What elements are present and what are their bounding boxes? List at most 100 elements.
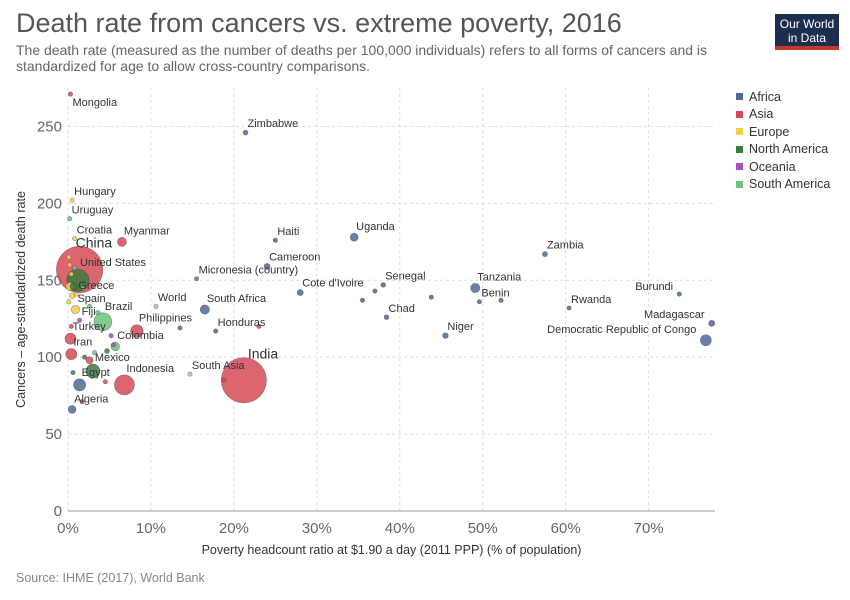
data-point-unlabeled — [66, 254, 72, 260]
legend-item-europe[interactable]: Europe — [736, 123, 830, 141]
legend-swatch — [736, 128, 743, 136]
data-point-unlabeled — [428, 294, 434, 300]
data-point-unlabeled — [79, 399, 85, 405]
data-point-turkey — [64, 332, 77, 345]
point-label: Zambia — [547, 240, 585, 252]
point-label: Indonesia — [126, 363, 175, 375]
legend-item-south-america[interactable]: South America — [736, 176, 830, 194]
point-label: Turkey — [72, 321, 106, 333]
data-point-burundi — [676, 291, 682, 297]
point-label: Iran — [73, 337, 92, 349]
legend-swatch — [736, 180, 743, 188]
point-label: Democratic Republic of Congo — [547, 324, 696, 336]
legend-swatch — [736, 145, 743, 153]
point-label: Croatia — [77, 225, 113, 237]
data-point-indonesia — [114, 374, 135, 396]
data-point-niger — [442, 332, 449, 339]
data-point-unlabeled — [68, 323, 74, 329]
point-label: Greece — [78, 280, 114, 292]
point-label: Philippines — [139, 313, 193, 325]
data-point-unlabeled — [70, 370, 76, 376]
data-point-unlabeled — [177, 325, 183, 331]
point-label: Benin — [481, 288, 509, 300]
data-point-south-asia — [187, 371, 193, 377]
data-point-democratic-republic-of-congo — [700, 334, 712, 347]
data-point-egypt — [73, 378, 86, 392]
point-label: World — [158, 292, 187, 304]
data-point-unlabeled — [104, 348, 110, 354]
data-point-unlabeled — [72, 265, 78, 271]
data-point-greece — [73, 291, 79, 297]
point-label: Niger — [447, 321, 474, 333]
y-tick-label: 250 — [37, 118, 62, 135]
point-label: Uruguay — [72, 205, 114, 217]
legend-swatch — [736, 110, 743, 118]
point-label: Chad — [389, 303, 415, 315]
x-tick-label: 0% — [57, 520, 79, 537]
data-point-unlabeled — [85, 356, 94, 365]
data-point-india — [220, 357, 267, 404]
point-label: Micronesia (country) — [199, 265, 299, 277]
data-point-uganda — [349, 232, 359, 242]
data-point-world — [153, 303, 159, 309]
data-point-unlabeled — [372, 288, 378, 294]
data-point-micronesia-country- — [194, 276, 200, 282]
point-label: Rwanda — [571, 294, 612, 306]
data-point-unlabeled — [256, 323, 262, 329]
legend-label: Oceania — [749, 159, 796, 174]
data-point-haiti — [272, 237, 278, 243]
owid-logo[interactable]: Our World in Data — [775, 14, 839, 50]
data-point-algeria — [67, 405, 77, 414]
data-point-unlabeled — [221, 377, 227, 383]
y-tick-label: 50 — [45, 426, 62, 443]
data-point-zimbabwe — [242, 129, 249, 136]
data-point-senegal — [380, 282, 386, 288]
legend-label: North America — [749, 142, 829, 157]
data-point-philippines — [130, 324, 144, 338]
data-point-honduras — [213, 328, 219, 334]
data-point-unlabeled — [108, 333, 114, 339]
x-tick-label: 10% — [136, 520, 166, 537]
chart-title: Death rate from cancers vs. extreme pove… — [16, 8, 622, 38]
point-label: Mongolia — [72, 97, 118, 109]
point-label: Fiji — [82, 306, 96, 318]
x-tick-label: 50% — [468, 520, 498, 537]
data-point-croatia — [72, 236, 78, 242]
data-point-chad — [383, 314, 390, 320]
x-tick-label: 30% — [302, 520, 332, 537]
legend-label: Europe — [749, 124, 790, 139]
point-label: Hungary — [74, 186, 116, 198]
point-label: Egypt — [82, 367, 110, 379]
data-point-benin — [476, 299, 482, 305]
legend-item-africa[interactable]: Africa — [736, 88, 830, 106]
point-label: South Asia — [192, 360, 245, 372]
data-point-unlabeled — [87, 303, 93, 309]
data-point-mongolia — [67, 91, 73, 97]
data-point-unlabeled — [111, 342, 117, 348]
legend-item-north-america[interactable]: North America — [736, 141, 830, 159]
logo-line-1: Our World — [779, 17, 835, 31]
point-label: Zimbabwe — [248, 118, 299, 130]
point-label: Madagascar — [644, 309, 705, 321]
point-label: Honduras — [218, 317, 266, 329]
data-point-iran — [65, 348, 78, 360]
legend-item-asia[interactable]: Asia — [736, 106, 830, 124]
data-point-unlabeled — [82, 354, 88, 360]
data-point-spain — [70, 304, 81, 315]
source-note[interactable]: Source: IHME (2017), World Bank — [16, 571, 205, 585]
point-label: Algeria — [74, 394, 109, 406]
point-label: Senegal — [385, 270, 425, 282]
y-axis-label: Cancers – age-standardized death rate — [14, 191, 28, 408]
point-label: Colombia — [117, 330, 164, 342]
legend-item-oceania[interactable]: Oceania — [736, 158, 830, 176]
legend-swatch — [736, 163, 743, 171]
y-tick-label: 200 — [37, 195, 62, 212]
data-point-unlabeled — [359, 297, 365, 303]
point-label: Cameroon — [269, 251, 320, 263]
point-label: Cote d'Ivoire — [302, 278, 363, 290]
point-label: Tanzania — [477, 271, 522, 283]
data-point-myanmar — [117, 237, 127, 247]
x-tick-label: 20% — [219, 520, 249, 537]
data-point-unlabeled — [498, 297, 504, 303]
